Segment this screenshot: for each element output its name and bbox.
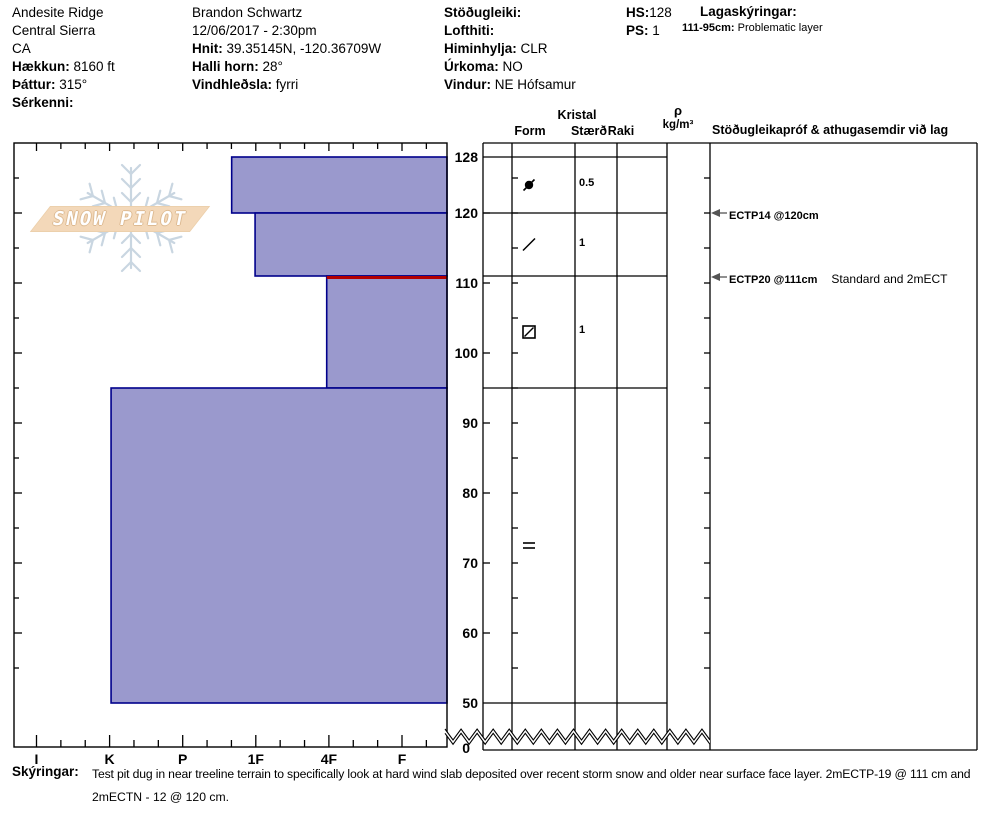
layer-notes-title: Lagaskýringar: — [700, 4, 797, 19]
test-result-label: ECTP20 @111cm — [729, 274, 818, 286]
field-label: Halli horn: — [192, 59, 259, 74]
column-header-density-symbol: ρ — [673, 103, 683, 118]
header-field-col1: Andesite Ridge — [12, 5, 104, 20]
test-arrow-head — [711, 209, 720, 217]
field-label: Sérkenni: — [12, 95, 74, 110]
snowpilot-logo-text: SNOW PILOT — [50, 208, 190, 230]
depth-tick-label: 80 — [462, 484, 478, 501]
header-field-col3: Úrkoma: NO — [444, 58, 523, 76]
grain-size-value: 1 — [579, 236, 586, 249]
field-value: 8160 ft — [69, 59, 115, 74]
header-field-col1: Hækkun: 8160 ft — [12, 58, 115, 76]
header-field-col2: Hnit: 39.35145N, -120.36709W — [192, 40, 381, 58]
header-field-col2: Brandon Schwartz — [192, 5, 303, 20]
header-field-col3: Lofthiti: — [444, 22, 494, 40]
field-value: 315° — [55, 77, 88, 92]
grain-size-value: 1 — [579, 324, 586, 336]
field-value: 39.35145N, -120.36709W — [222, 41, 382, 56]
grain-size-value: 0.5 — [579, 177, 595, 189]
header-field-col4: PS: 1 — [626, 22, 660, 40]
hardness-label: I — [34, 751, 39, 767]
hardness-label: F — [397, 751, 407, 767]
field-label: Úrkoma: — [444, 59, 499, 74]
header-field-col3: Himinhylja: CLR — [444, 40, 548, 58]
test-result-note: Standard and 2mECT — [831, 272, 948, 286]
field-label: HS: — [626, 5, 650, 20]
field-label: Lofthiti: — [444, 23, 495, 38]
field-value: 1 — [648, 23, 660, 38]
column-header-size: Stærð — [570, 124, 608, 138]
header-field-col2: Vindhleðsla: fyrri — [192, 76, 298, 94]
header-field-col4: HS:128 — [626, 4, 672, 22]
depth-tick-label: 70 — [462, 554, 478, 571]
depth-tick-label: 90 — [462, 414, 478, 431]
column-header-wetness: Raki — [607, 124, 635, 138]
field-value: CLR — [516, 41, 548, 56]
snowflake-spoke — [120, 163, 142, 220]
field-label: PS: — [626, 23, 649, 38]
test-result-label: ECTP14 @120cm — [729, 210, 819, 222]
column-header-form: Form — [514, 124, 546, 138]
snowpilot-logo: SNOW PILOT — [29, 206, 211, 232]
depth-tick-label: 100 — [454, 344, 478, 361]
test-annotation: ECTP14 @120cm — [729, 206, 819, 224]
chart-frame — [13, 142, 448, 748]
field-label: Hnit: — [192, 41, 223, 56]
depth-tick-label: 50 — [462, 694, 478, 711]
field-label: Himinhylja: — [444, 41, 517, 56]
field-label: Vindur: — [444, 77, 491, 92]
field-label: Hækkun: — [12, 59, 70, 74]
header-field-col3: Vindur: NE Hófsamur — [444, 76, 576, 94]
field-value: NE Hófsamur — [491, 77, 576, 92]
hardness-label: 1F — [247, 751, 264, 767]
pit-notes-line2: 2mECTN - 12 @ 120 cm. — [92, 790, 229, 804]
field-value: fyrri — [272, 77, 299, 92]
header-field-col1: CA — [12, 41, 31, 56]
grain-form-icon-square-slash — [524, 327, 534, 337]
layer-bar-4 — [110, 387, 448, 704]
field-value: NO — [498, 59, 523, 74]
header-field-col2: Halli horn: 28° — [192, 58, 283, 76]
axis-break-mask — [445, 729, 710, 745]
snowflake-icon — [79, 163, 183, 273]
header-field-col1: Sérkenni: — [12, 94, 74, 112]
depth-tick-label: 128 — [454, 148, 478, 165]
hardness-label: P — [178, 751, 188, 767]
grain-form-icon-dot-slash — [522, 178, 536, 192]
field-label: Vindhleðsla: — [192, 77, 273, 92]
hardness-label: K — [104, 751, 115, 767]
pit-notes-line1: Test pit dug in near treeline terrain to… — [92, 767, 971, 781]
field-label: Þáttur: — [12, 77, 56, 92]
grain-form-icon-slash — [522, 237, 536, 252]
layer-bar-3 — [325, 275, 448, 389]
field-label: Stöðugleiki: — [444, 5, 522, 20]
layer-bar-1 — [230, 156, 448, 214]
header-field-col3: Stöðugleiki: — [444, 4, 521, 22]
axis-break-zigzag — [444, 732, 711, 746]
hardness-label: 4F — [320, 751, 338, 767]
header-field-col1: Þáttur: 315° — [12, 76, 87, 94]
test-annotation: ECTP20 @111cm Standard and 2mECT — [729, 270, 947, 288]
header-field-col1: Central Sierra — [12, 23, 96, 38]
field-label: 111-95cm: — [682, 22, 735, 34]
test-arrow-head — [711, 273, 720, 281]
column-header-kristal: Kristal — [557, 108, 597, 122]
layer-bar-2 — [254, 212, 448, 277]
layer-note-item: 111-95cm: Problematic layer — [682, 22, 823, 35]
pit-notes-label: Skýringar: — [12, 764, 79, 779]
header-field-col2: 12/06/2017 - 2:30pm — [192, 23, 317, 38]
axis-break-zigzag — [444, 728, 711, 741]
field-value: Problematic layer — [734, 22, 823, 34]
depth-tick-label: 60 — [462, 624, 478, 641]
depth-break-label: 0 — [462, 740, 470, 756]
field-value: 28° — [258, 59, 283, 74]
field-value: 128 — [649, 5, 672, 20]
depth-tick-label: 120 — [454, 204, 478, 221]
column-header-density-unit: kg/m³ — [662, 119, 694, 131]
depth-tick-label: 110 — [455, 274, 478, 291]
column-header-stability: Stöðugleikapróf & athugasemdir við lag — [712, 123, 949, 137]
